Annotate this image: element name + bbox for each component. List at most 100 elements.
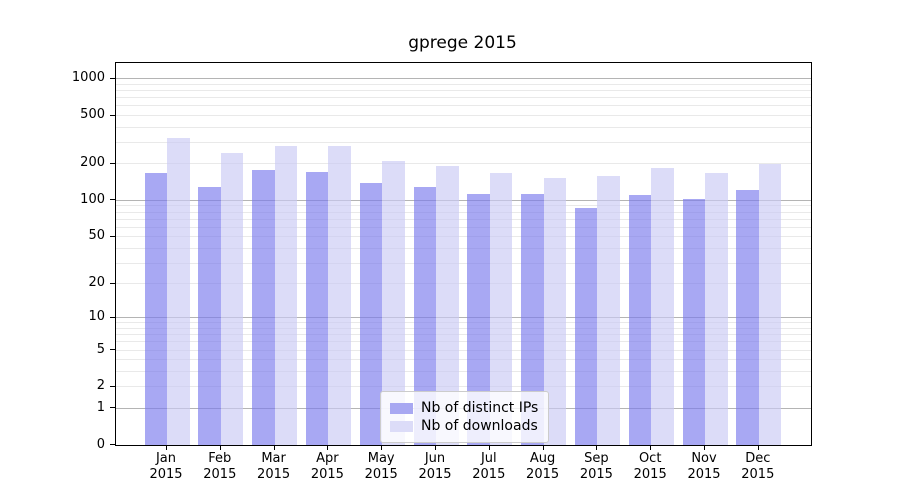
x-tick-mark <box>596 445 598 450</box>
x-tick-mark <box>757 445 759 450</box>
y-tick-label: 10 <box>88 309 105 325</box>
minor-gridline <box>116 349 811 351</box>
minor-gridline <box>116 83 811 85</box>
minor-gridline <box>116 328 811 330</box>
y-tick-label: 1 <box>96 399 105 415</box>
minor-gridline <box>116 205 811 207</box>
chart-title: gprege 2015 <box>408 33 517 53</box>
y-tick-mark <box>110 199 115 201</box>
y-tick-mark <box>110 114 115 116</box>
legend: Nb of distinct IPs Nb of downloads <box>380 391 550 443</box>
minor-gridline <box>116 90 811 92</box>
bar-ips-feb <box>198 187 221 445</box>
y-tick-mark <box>110 316 115 318</box>
minor-gridline <box>116 126 811 128</box>
bar-ips-aug <box>521 193 544 445</box>
bar-ips-nov <box>682 199 705 445</box>
legend-label-downloads: Nb of downloads <box>421 418 538 434</box>
x-tick-mark <box>381 445 383 450</box>
x-tick-label-dec: Dec 2015 <box>741 451 775 482</box>
x-tick-label-apr: Apr 2015 <box>310 451 344 482</box>
bar-downloads-jan <box>167 138 190 445</box>
bar-downloads-jun <box>436 165 459 445</box>
minor-gridline <box>116 218 811 220</box>
major-gridline <box>116 317 811 319</box>
x-tick-label-jun: Jun 2015 <box>418 451 452 482</box>
y-tick-mark <box>110 235 115 237</box>
minor-gridline <box>116 322 811 324</box>
x-tick-label-jul: Jul 2015 <box>472 451 506 482</box>
bar-ips-jun <box>413 186 436 445</box>
bar-downloads-feb <box>220 153 244 445</box>
bar-downloads-dec <box>758 163 782 445</box>
y-tick-label: 5 <box>96 341 105 357</box>
major-gridline <box>116 78 811 80</box>
plot-area <box>115 62 812 446</box>
x-tick-label-nov: Nov 2015 <box>687 451 721 482</box>
major-gridline <box>116 199 811 201</box>
minor-gridline <box>116 262 811 264</box>
bar-downloads-nov <box>705 173 728 445</box>
y-tick-label: 100 <box>80 191 105 207</box>
y-tick-label: 20 <box>88 275 105 291</box>
minor-gridline <box>116 226 811 228</box>
minor-gridline <box>116 142 811 144</box>
bar-downloads-sep <box>597 175 620 445</box>
x-tick-label-mar: Mar 2015 <box>257 451 291 482</box>
y-tick-mark <box>110 162 115 164</box>
x-tick-mark <box>273 445 275 450</box>
bar-ips-sep <box>574 207 598 445</box>
x-tick-mark <box>166 445 167 450</box>
x-tick-label-sep: Sep 2015 <box>579 451 613 482</box>
legend-entry-distinct-ips: Nb of distinct IPs <box>390 400 538 416</box>
x-tick-mark <box>650 445 652 450</box>
minor-gridline <box>116 359 811 361</box>
bar-downloads-jul <box>489 173 513 445</box>
x-tick-label-aug: Aug 2015 <box>526 451 560 482</box>
minor-gridline <box>116 371 811 373</box>
y-tick-label: 2 <box>96 378 105 394</box>
x-tick-mark <box>219 445 221 450</box>
minor-gridline <box>116 247 811 249</box>
minor-gridline <box>116 283 811 285</box>
minor-gridline <box>116 236 811 238</box>
y-tick-mark <box>110 444 115 445</box>
y-tick-label: 50 <box>88 228 105 244</box>
bar-ips-jul <box>467 194 490 445</box>
minor-gridline <box>116 105 811 107</box>
bar-ips-may <box>359 182 383 445</box>
y-tick-mark <box>110 385 115 387</box>
bar-downloads-aug <box>543 178 567 445</box>
x-tick-label-jan: Jan 2015 <box>149 451 183 482</box>
y-tick-mark <box>110 349 115 351</box>
minor-gridline <box>116 115 811 117</box>
y-tick-mark <box>110 77 115 79</box>
bar-downloads-mar <box>274 145 298 445</box>
bar-ips-oct <box>628 195 652 445</box>
minor-gridline <box>116 211 811 213</box>
legend-label-distinct-ips: Nb of distinct IPs <box>421 400 539 416</box>
bar-ips-apr <box>305 172 329 445</box>
legend-entry-downloads: Nb of downloads <box>390 418 538 434</box>
bar-ips-jan <box>144 173 167 445</box>
minor-gridline <box>116 341 811 343</box>
y-tick-label: 200 <box>80 155 105 171</box>
bar-ips-mar <box>252 169 275 445</box>
minor-gridline <box>116 97 811 99</box>
x-tick-label-feb: Feb 2015 <box>203 451 237 482</box>
x-tick-label-oct: Oct 2015 <box>633 451 667 482</box>
x-tick-mark <box>488 445 490 450</box>
x-tick-mark <box>435 445 436 450</box>
bar-downloads-oct <box>651 167 674 445</box>
y-tick-label: 1000 <box>71 70 105 86</box>
minor-gridline <box>116 163 811 165</box>
legend-swatch-distinct-ips-icon <box>390 402 413 414</box>
minor-gridline <box>116 386 811 388</box>
y-tick-label: 0 <box>96 436 105 452</box>
legend-swatch-downloads-icon <box>390 420 413 432</box>
bar-downloads-apr <box>328 145 351 445</box>
x-tick-mark <box>327 445 329 450</box>
minor-gridline <box>116 334 811 336</box>
bar-ips-dec <box>736 190 759 445</box>
